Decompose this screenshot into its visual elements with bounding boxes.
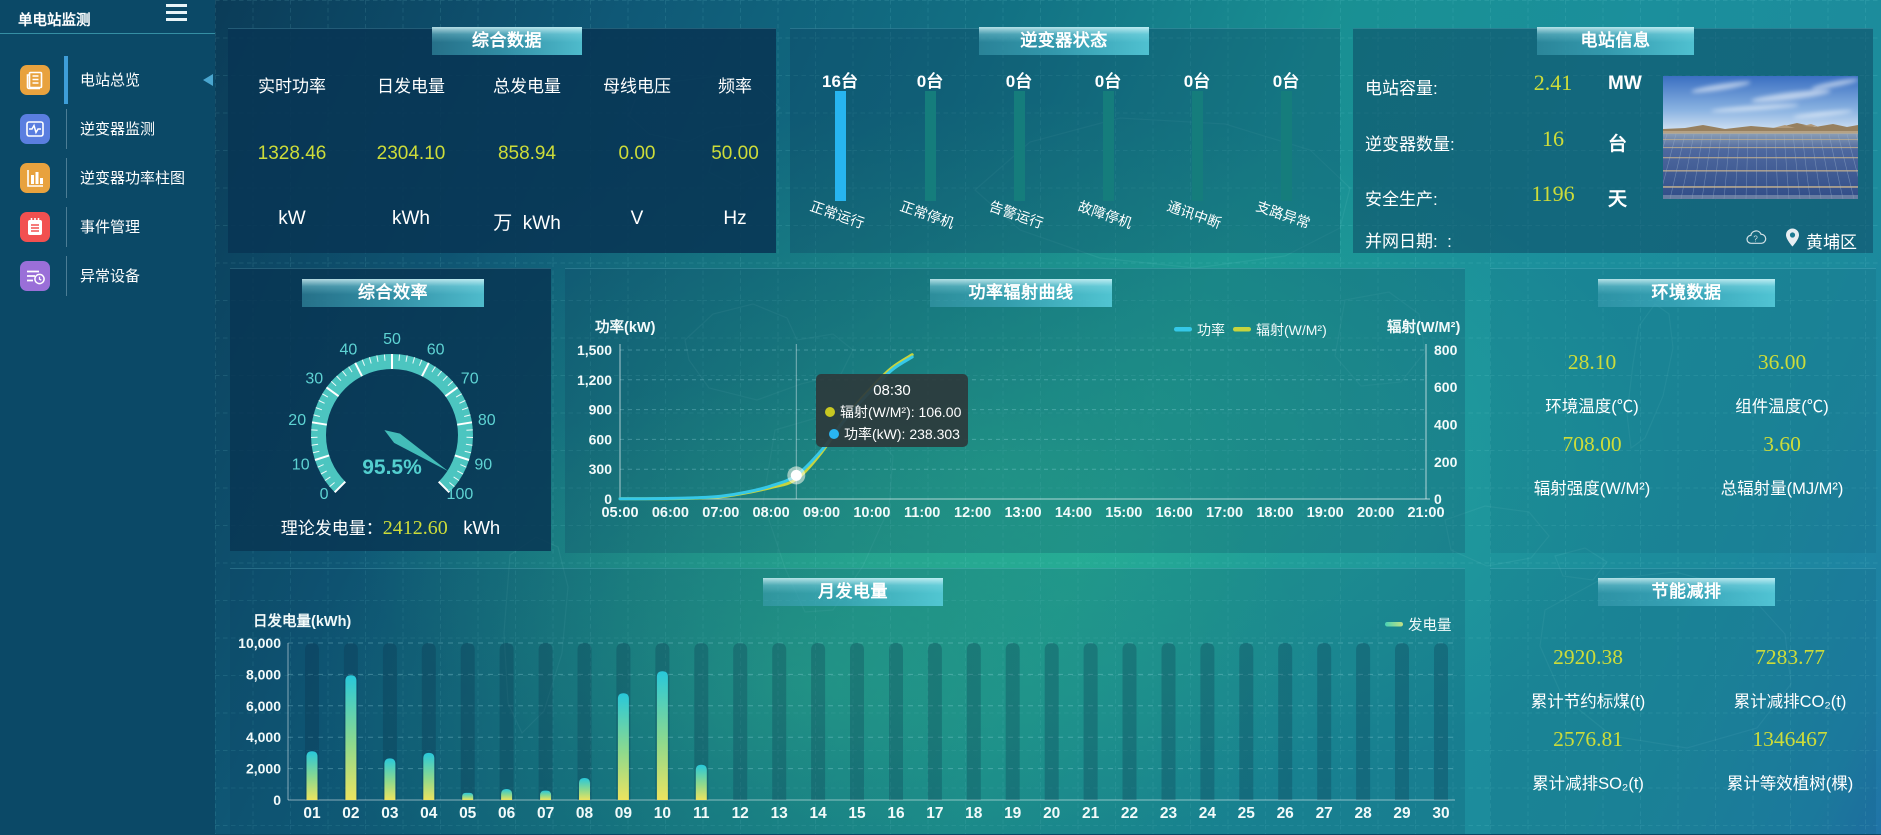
svg-text:800: 800 xyxy=(1434,342,1458,358)
svg-text:08:30: 08:30 xyxy=(873,382,911,399)
svg-text:70: 70 xyxy=(461,371,479,388)
svg-text:21: 21 xyxy=(1082,805,1100,822)
svg-text:22: 22 xyxy=(1121,805,1138,822)
svg-text:1,500: 1,500 xyxy=(577,342,612,358)
svg-text:14:00: 14:00 xyxy=(1055,505,1092,521)
svg-text:功率: 功率 xyxy=(1197,322,1225,338)
svg-text:11:00: 11:00 xyxy=(904,505,940,521)
svg-text:13: 13 xyxy=(771,805,789,822)
svg-text:05: 05 xyxy=(459,805,477,822)
svg-text:19:00: 19:00 xyxy=(1307,505,1344,521)
svg-text:辐射(W/M²): 辐射(W/M²) xyxy=(1256,322,1327,338)
svg-text:24: 24 xyxy=(1199,805,1217,822)
svg-text:03: 03 xyxy=(381,805,399,822)
svg-text:08: 08 xyxy=(576,805,594,822)
svg-text:0: 0 xyxy=(273,792,281,808)
svg-text:40: 40 xyxy=(340,342,358,359)
svg-text:29: 29 xyxy=(1393,805,1411,822)
svg-text:04: 04 xyxy=(420,805,438,822)
svg-text:400: 400 xyxy=(1434,417,1458,433)
svg-text:25: 25 xyxy=(1238,805,1256,822)
svg-text:07: 07 xyxy=(537,805,554,822)
svg-text:09: 09 xyxy=(615,805,633,822)
svg-text:辐射(W/M²): 辐射(W/M²) xyxy=(1387,318,1460,336)
svg-text:10: 10 xyxy=(292,457,310,474)
svg-text:100: 100 xyxy=(447,486,474,503)
svg-text:10: 10 xyxy=(654,805,671,822)
svg-text:功率(kW): 功率(kW) xyxy=(595,318,656,336)
svg-text:0: 0 xyxy=(320,486,329,503)
svg-text:21:00: 21:00 xyxy=(1407,505,1444,521)
svg-text:13:00: 13:00 xyxy=(1004,505,1041,521)
svg-text:60: 60 xyxy=(427,342,445,359)
svg-text:2,000: 2,000 xyxy=(246,761,281,777)
svg-text:80: 80 xyxy=(478,412,496,429)
svg-text:900: 900 xyxy=(589,402,613,418)
svg-text:300: 300 xyxy=(589,461,613,477)
svg-text:日发电量(kWh): 日发电量(kWh) xyxy=(253,612,351,630)
svg-text:11: 11 xyxy=(693,805,710,822)
svg-text:10,000: 10,000 xyxy=(238,635,281,651)
svg-text:600: 600 xyxy=(1434,379,1458,395)
svg-text:6,000: 6,000 xyxy=(246,698,281,714)
svg-text:20:00: 20:00 xyxy=(1357,505,1394,521)
svg-text:90: 90 xyxy=(474,457,492,474)
svg-text:50: 50 xyxy=(383,331,401,348)
svg-text:30: 30 xyxy=(1432,805,1449,822)
svg-text:18: 18 xyxy=(965,805,983,822)
svg-text:20: 20 xyxy=(1043,805,1060,822)
svg-text:辐射(W/M²): 106.00: 辐射(W/M²): 106.00 xyxy=(840,404,962,420)
svg-text:功率(kW): 238.303: 功率(kW): 238.303 xyxy=(844,426,960,442)
svg-text:20: 20 xyxy=(288,412,306,429)
svg-text:30: 30 xyxy=(305,371,323,388)
svg-text:16:00: 16:00 xyxy=(1156,505,1193,521)
svg-text:8,000: 8,000 xyxy=(246,666,281,682)
svg-text:16: 16 xyxy=(887,805,905,822)
svg-text:06:00: 06:00 xyxy=(652,505,689,521)
svg-text:05:00: 05:00 xyxy=(601,505,638,521)
svg-text:15:00: 15:00 xyxy=(1105,505,1142,521)
svg-text:06: 06 xyxy=(498,805,516,822)
svg-text:600: 600 xyxy=(589,431,613,447)
svg-text:18:00: 18:00 xyxy=(1256,505,1293,521)
svg-text:27: 27 xyxy=(1316,805,1333,822)
svg-text:200: 200 xyxy=(1434,454,1458,470)
svg-text:07:00: 07:00 xyxy=(702,505,739,521)
svg-text:12:00: 12:00 xyxy=(954,505,991,521)
svg-text:1,200: 1,200 xyxy=(577,372,612,388)
svg-text:95.5%: 95.5% xyxy=(362,456,422,479)
svg-text:26: 26 xyxy=(1277,805,1295,822)
svg-text:4,000: 4,000 xyxy=(246,729,281,745)
svg-text:发电量: 发电量 xyxy=(1408,617,1452,634)
svg-text:12: 12 xyxy=(732,805,749,822)
svg-text:?: ? xyxy=(1753,235,1758,244)
svg-text:17: 17 xyxy=(926,805,943,822)
svg-text:10:00: 10:00 xyxy=(853,505,890,521)
svg-text:14: 14 xyxy=(809,805,827,822)
svg-text:28: 28 xyxy=(1354,805,1372,822)
svg-text:19: 19 xyxy=(1004,805,1022,822)
svg-text:08:00: 08:00 xyxy=(753,505,790,521)
svg-text:23: 23 xyxy=(1160,805,1178,822)
svg-text:09:00: 09:00 xyxy=(803,505,840,521)
svg-text:02: 02 xyxy=(342,805,359,822)
svg-text:01: 01 xyxy=(303,805,321,822)
svg-text:17:00: 17:00 xyxy=(1206,505,1243,521)
svg-text:15: 15 xyxy=(848,805,866,822)
